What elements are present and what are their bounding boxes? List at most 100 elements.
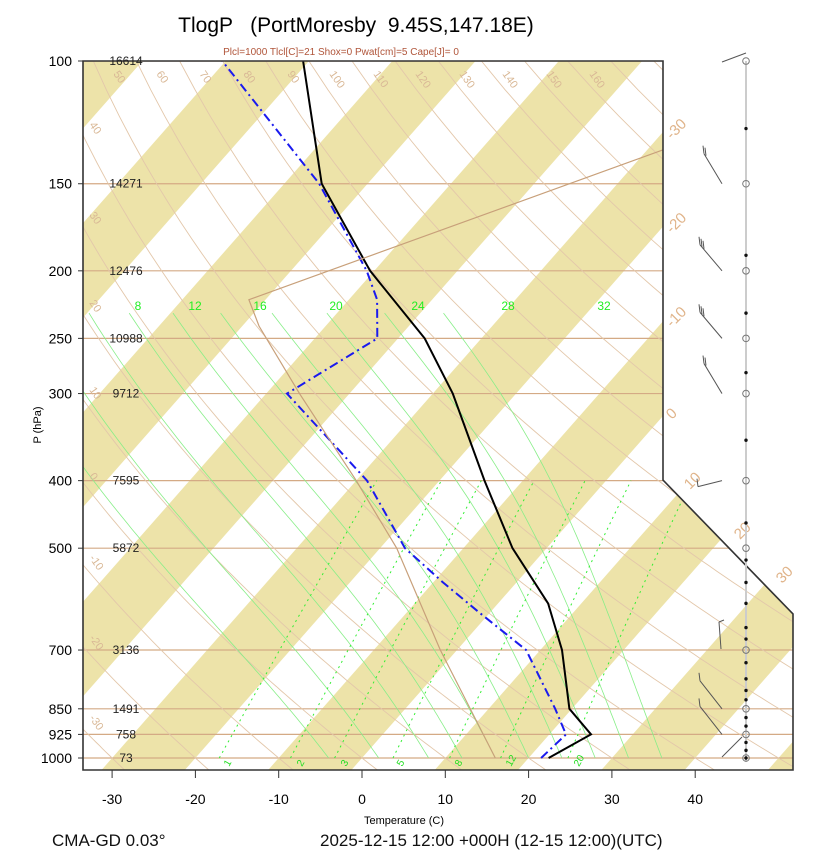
wind-barb-feather: [718, 619, 725, 623]
barb-staff: [699, 706, 723, 735]
dry-adiabat-label: 40: [87, 120, 104, 137]
dry-adiabat: [265, 61, 793, 770]
barb-feather: [702, 145, 705, 154]
moist-adiabat: [83, 312, 380, 759]
y-tick-label: 500: [49, 540, 73, 556]
dry-adiabat-label: 60: [154, 69, 171, 86]
height-label: 16614: [109, 54, 143, 68]
dry-adiabat-label: 10: [87, 385, 104, 402]
wind-level-circle: [742, 754, 750, 762]
dry-adiabat: [351, 61, 793, 770]
barb-staff: [703, 363, 723, 394]
moist-adiabat-label: 32: [597, 299, 611, 313]
moist-adiabat: [271, 312, 563, 759]
dry-adiabat: [83, 61, 297, 770]
wind-level-dot: [744, 311, 748, 315]
moist-adiabat-label: 20: [329, 299, 343, 313]
wind-level-circle: [742, 267, 750, 275]
dry-adiabat: [135, 61, 793, 770]
wind-barb: [702, 355, 723, 394]
mixing-ratio-lines: [218, 480, 692, 759]
mixing-ratio-label: 3: [339, 758, 352, 769]
wind-barb: [698, 672, 723, 710]
x-tick-label: 20: [521, 791, 537, 807]
height-label: 10988: [109, 331, 143, 345]
wind-level-dot: [744, 637, 748, 641]
temperature-profile-line: [302, 61, 593, 759]
x-tick-label: -30: [102, 791, 122, 807]
dry-adiabat-label: 100: [327, 69, 347, 91]
wind-level-dot: [744, 740, 748, 745]
wind-level-dot: [744, 625, 748, 630]
wind-level-dot: [744, 558, 748, 562]
barb-staff: [699, 244, 723, 272]
isotherm-label: -10: [663, 303, 690, 330]
wind-level-dot: [744, 661, 748, 665]
height-label: 1491: [113, 702, 140, 716]
wind-level-circle: [742, 476, 750, 485]
wind-level-circle: [742, 730, 750, 739]
y-tick-label: 925: [49, 726, 73, 742]
dry-adiabat-label: 70: [197, 69, 214, 86]
moist-adiabat-label: 8: [135, 299, 142, 313]
barb-staff: [697, 480, 723, 488]
isotherm-band: [268, 61, 793, 770]
wind-level-dot: [744, 688, 748, 693]
x-tick-label: 40: [687, 791, 703, 807]
height-label: 9712: [113, 387, 140, 401]
isotherm-bands: [83, 61, 793, 770]
wind-barb: [698, 698, 723, 735]
moist-adiabat-label: 28: [501, 299, 515, 313]
dry-adiabat: [83, 61, 551, 770]
mixing-ratio-label: 1: [222, 758, 235, 769]
isotherm-band: [83, 61, 643, 770]
wind-barb: [702, 145, 723, 184]
moist-adiabat-label: 12: [188, 299, 202, 313]
dry-adiabat-label: 80: [241, 69, 258, 86]
wind-level-dot: [744, 724, 748, 728]
wind-barb: [698, 304, 723, 339]
x-tick-label: 10: [438, 791, 454, 807]
barb-feather: [700, 306, 703, 315]
moist-adiabat: [83, 312, 330, 759]
wind-level-dot: [744, 580, 748, 585]
moist-adiabat: [220, 312, 529, 759]
wind-level-dot: [744, 601, 748, 606]
isotherm-label: 0: [663, 405, 681, 423]
chart-subtitle: Plcl=1000 Tlcl[C]=21 Shox=0 Pwat[cm]=5 C…: [223, 47, 459, 58]
wind-level-dot: [744, 126, 748, 131]
barb-feather: [702, 308, 705, 317]
wind-level-dot: [744, 677, 748, 681]
wind-barb: [718, 621, 722, 650]
isotherm-band: [83, 61, 309, 770]
height-label: 73: [119, 751, 133, 765]
dry-adiabat-label: 0: [87, 471, 100, 483]
barb-feather: [698, 304, 701, 313]
height-label: 12476: [109, 264, 143, 278]
dry-adiabat-label: 90: [285, 69, 302, 86]
x-tick-label: -10: [269, 791, 289, 807]
mixing-ratio-label: 5: [395, 758, 408, 769]
moist-adiabat: [128, 312, 463, 759]
height-label: 14271: [109, 177, 143, 191]
wind-level-dot: [744, 698, 748, 702]
moist-adiabat: [172, 312, 496, 759]
wind-level-dot: [744, 748, 748, 753]
barb-feather: [698, 236, 701, 245]
footer-time: 2025-12-15 12:00 +000H (12-15 12:00)(UTC…: [320, 831, 663, 850]
y-tick-label: 200: [49, 263, 73, 279]
dry-adiabat-label: -30: [87, 713, 106, 733]
dry-adiabat: [83, 61, 213, 770]
dewpoint-profile-line: [221, 61, 568, 759]
barb-feather: [702, 355, 705, 364]
wind-level-circle: [742, 646, 750, 654]
sounding-profiles: [221, 61, 793, 759]
wind-barb: [721, 736, 743, 758]
x-tick-label: 0: [358, 791, 366, 807]
footer-model: CMA-GD 0.03°: [52, 831, 166, 850]
y-tick-label: 1000: [41, 750, 72, 766]
barb-feather: [704, 357, 707, 366]
moist-adiabat: [443, 312, 663, 759]
wind-level-dot: [744, 438, 748, 442]
